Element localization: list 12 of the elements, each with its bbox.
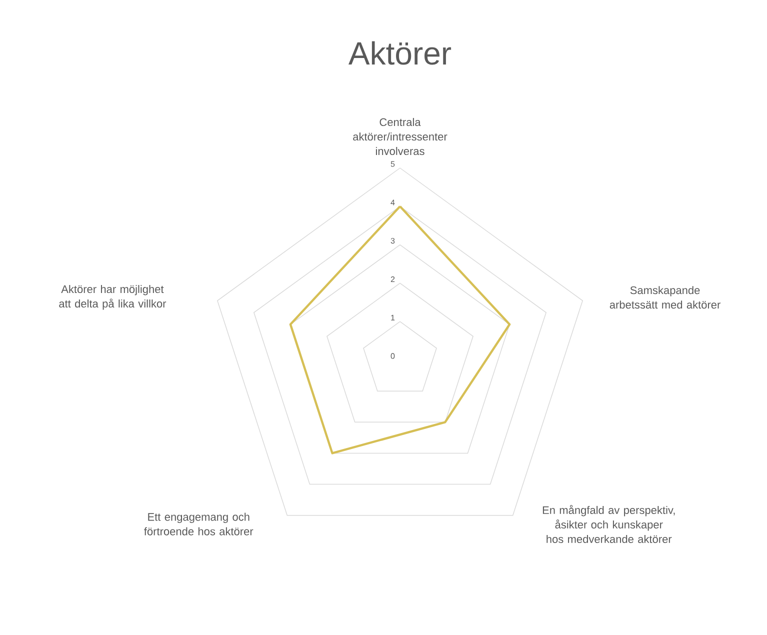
y-tick-label: 4 <box>390 200 395 206</box>
y-tick-label: 3 <box>390 238 395 244</box>
spoke-label: En mångfald av perspektiv, åsikter och kunskaper hos medverkande aktörer <box>542 505 675 544</box>
spoke-label: Ett engagemang och förtroende hos aktörer <box>144 512 254 536</box>
spoke-label: Centrala aktörer/intressenter involveras <box>353 118 448 156</box>
chart-title: Aktörer <box>348 41 452 65</box>
y-tick-label: 5 <box>390 161 395 167</box>
y-tick-label: 1 <box>391 314 395 320</box>
y-tick-label: 2 <box>390 276 395 282</box>
spoke-label: Aktörer har möjlighet att delta på lika villkor <box>59 284 166 310</box>
spoke-label: Samskapande arbetssätt med aktörer <box>610 286 720 309</box>
y-tick-label: 0 <box>390 353 395 359</box>
